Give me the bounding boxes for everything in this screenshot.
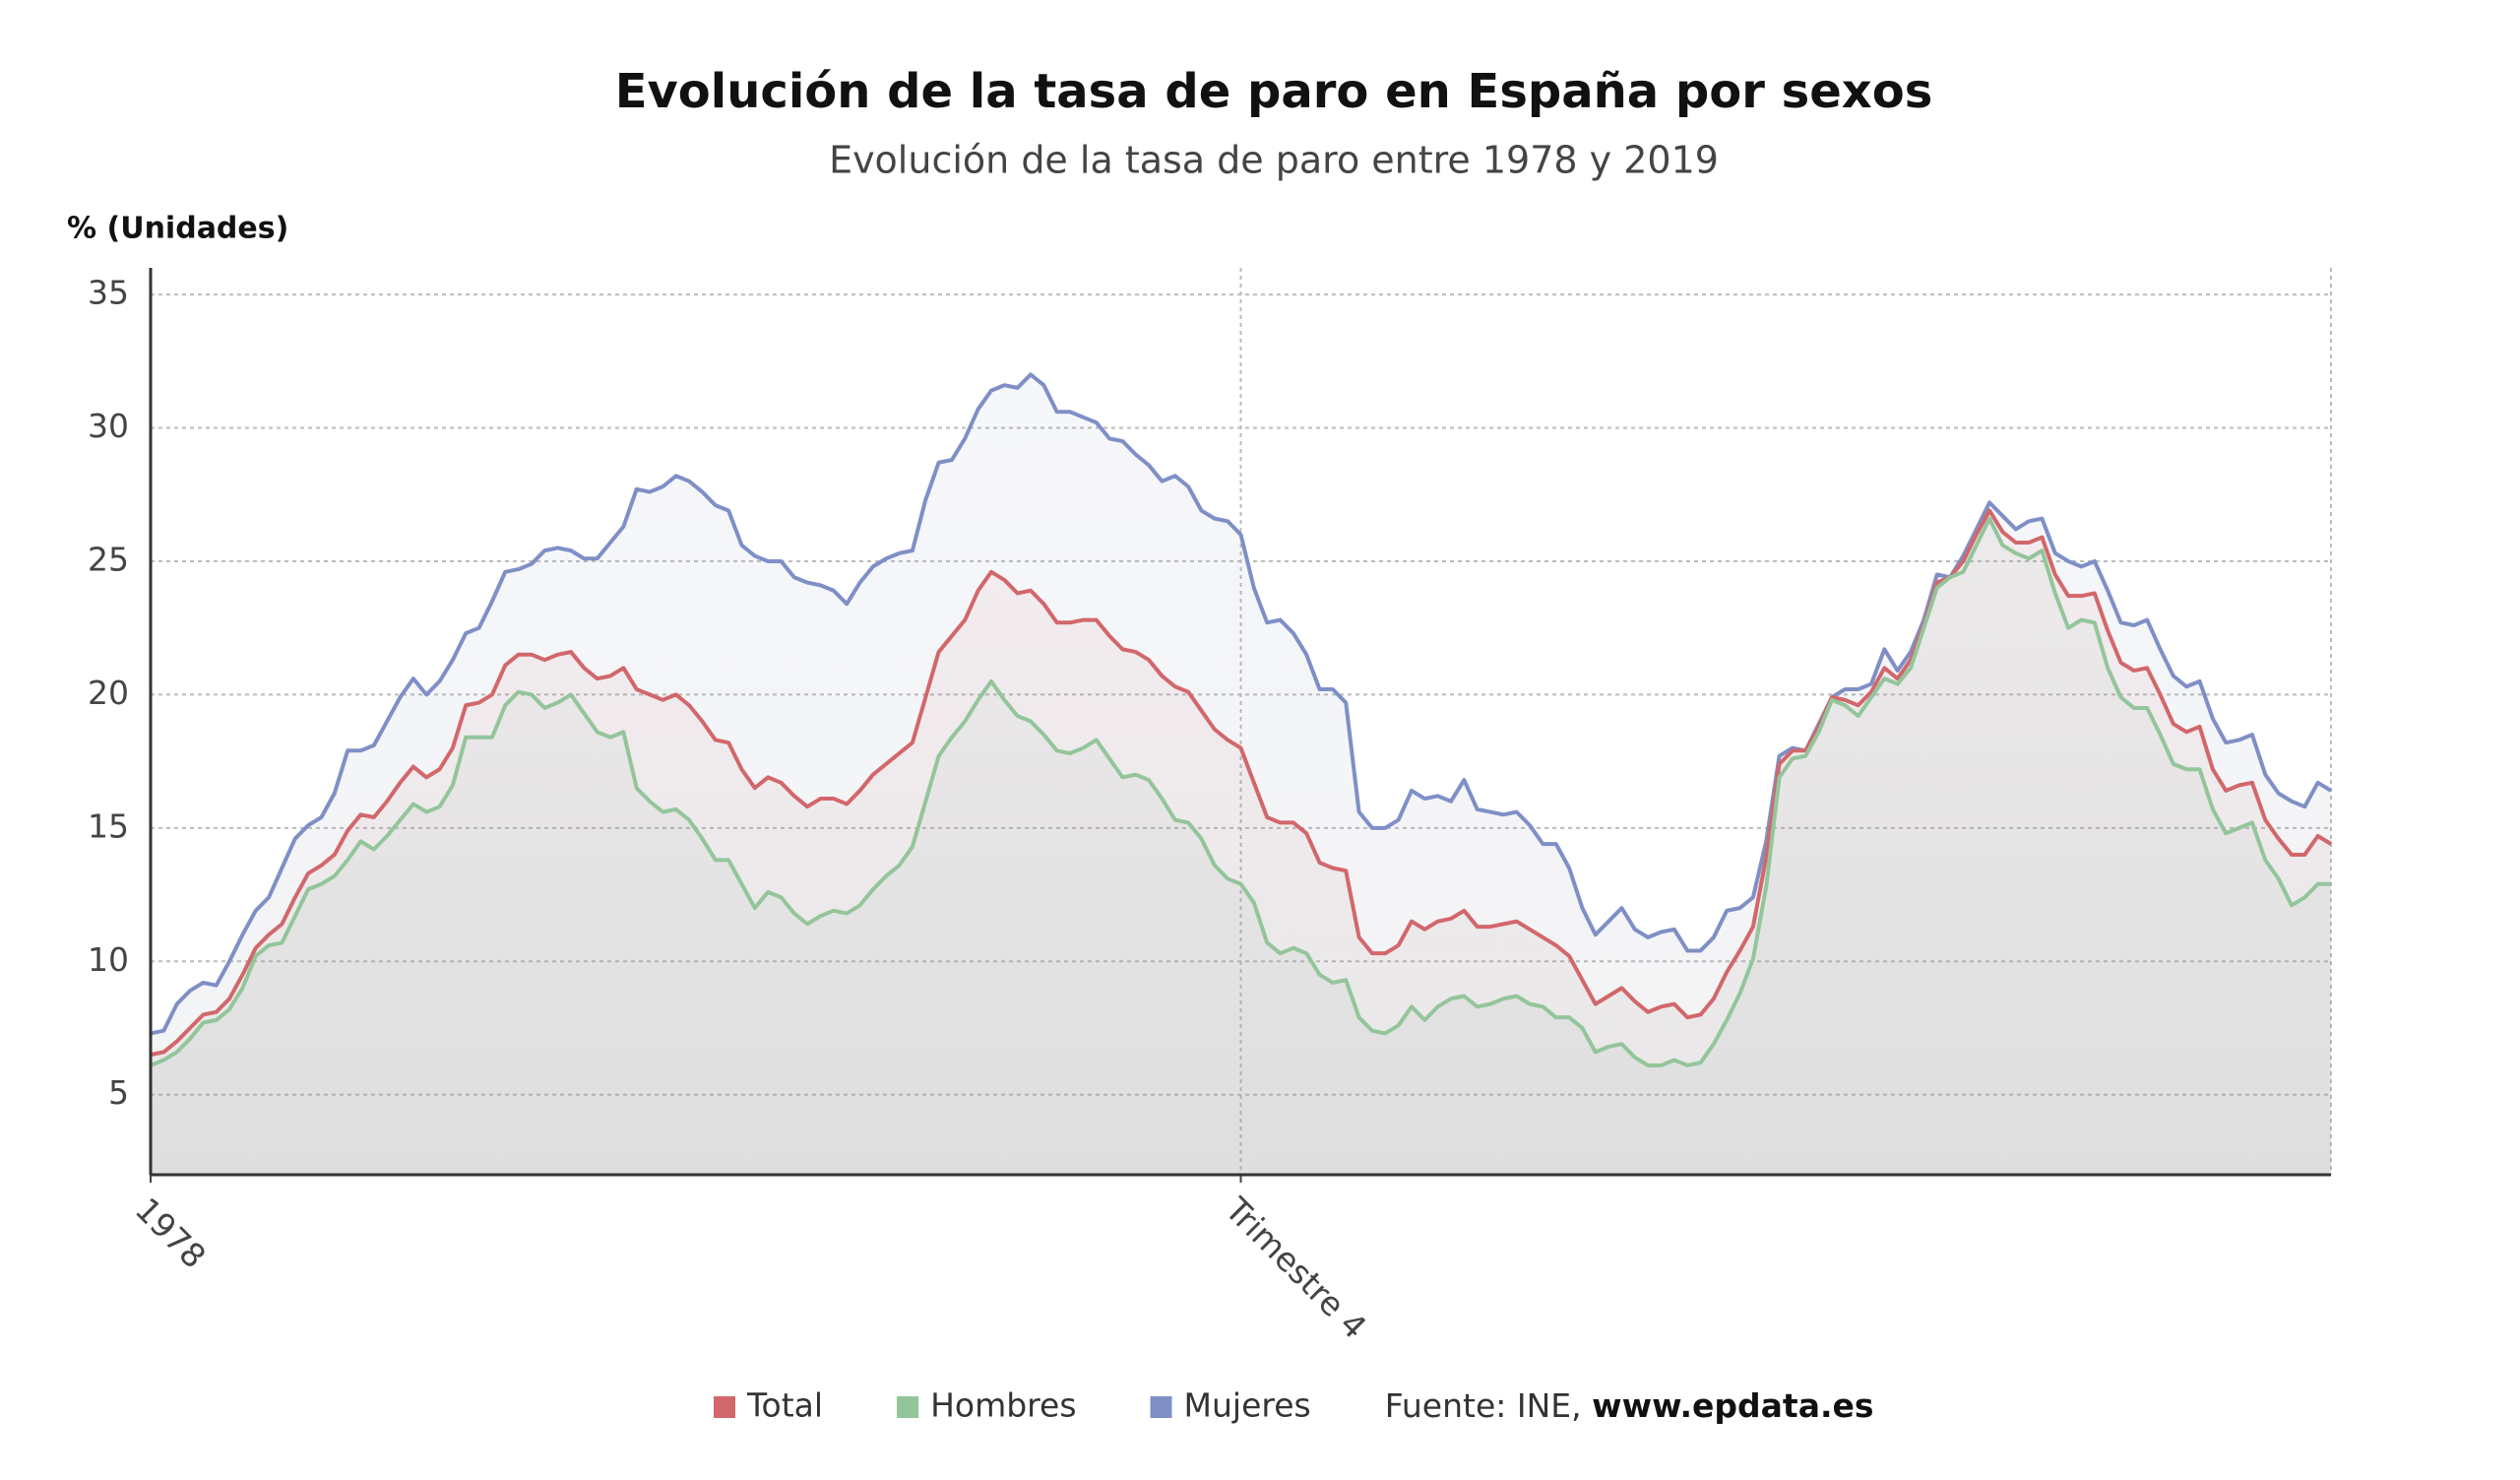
y-tick-label: 10 bbox=[88, 940, 129, 979]
x-tick-label: 1978 bbox=[128, 1190, 214, 1276]
line bbox=[150, 508, 2333, 1058]
y-tick-label: 20 bbox=[88, 674, 129, 712]
y-tick-label: 25 bbox=[88, 540, 129, 578]
source: Fuente: INE, www.epdata.es bbox=[1385, 1386, 1874, 1425]
x-tick-label: Trimestre 4 bbox=[1218, 1190, 1374, 1346]
chart-title: Evolución de la tasa de paro en España p… bbox=[615, 64, 1933, 119]
legend-label: Mujeres bbox=[1184, 1386, 1311, 1425]
source-link: www.epdata.es bbox=[1592, 1386, 1873, 1425]
legend-label: Total bbox=[746, 1386, 823, 1425]
y-axis-label: % (Unidades) bbox=[67, 212, 288, 246]
source-prefix: Fuente: INE, bbox=[1385, 1386, 1582, 1425]
line bbox=[150, 516, 2331, 1067]
y-tick-label: 5 bbox=[108, 1073, 129, 1112]
y-tick-label: 15 bbox=[88, 806, 129, 845]
legend-swatch bbox=[897, 1396, 919, 1418]
y-tick-label: 30 bbox=[88, 407, 129, 445]
legend-swatch bbox=[1150, 1396, 1172, 1418]
legend-label: Hombres bbox=[930, 1386, 1076, 1425]
legend-swatch bbox=[714, 1396, 735, 1418]
line bbox=[150, 372, 2333, 1036]
y-tick-label: 35 bbox=[88, 274, 129, 312]
area bbox=[151, 518, 2331, 1175]
chart-subtitle: Evolución de la tasa de paro entre 1978 … bbox=[829, 139, 1719, 182]
